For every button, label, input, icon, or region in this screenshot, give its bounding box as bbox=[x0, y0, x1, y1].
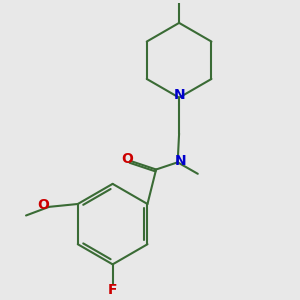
Text: F: F bbox=[108, 283, 117, 297]
Text: N: N bbox=[175, 154, 186, 168]
Text: O: O bbox=[38, 198, 49, 212]
Text: O: O bbox=[121, 152, 133, 167]
Text: N: N bbox=[173, 88, 185, 102]
